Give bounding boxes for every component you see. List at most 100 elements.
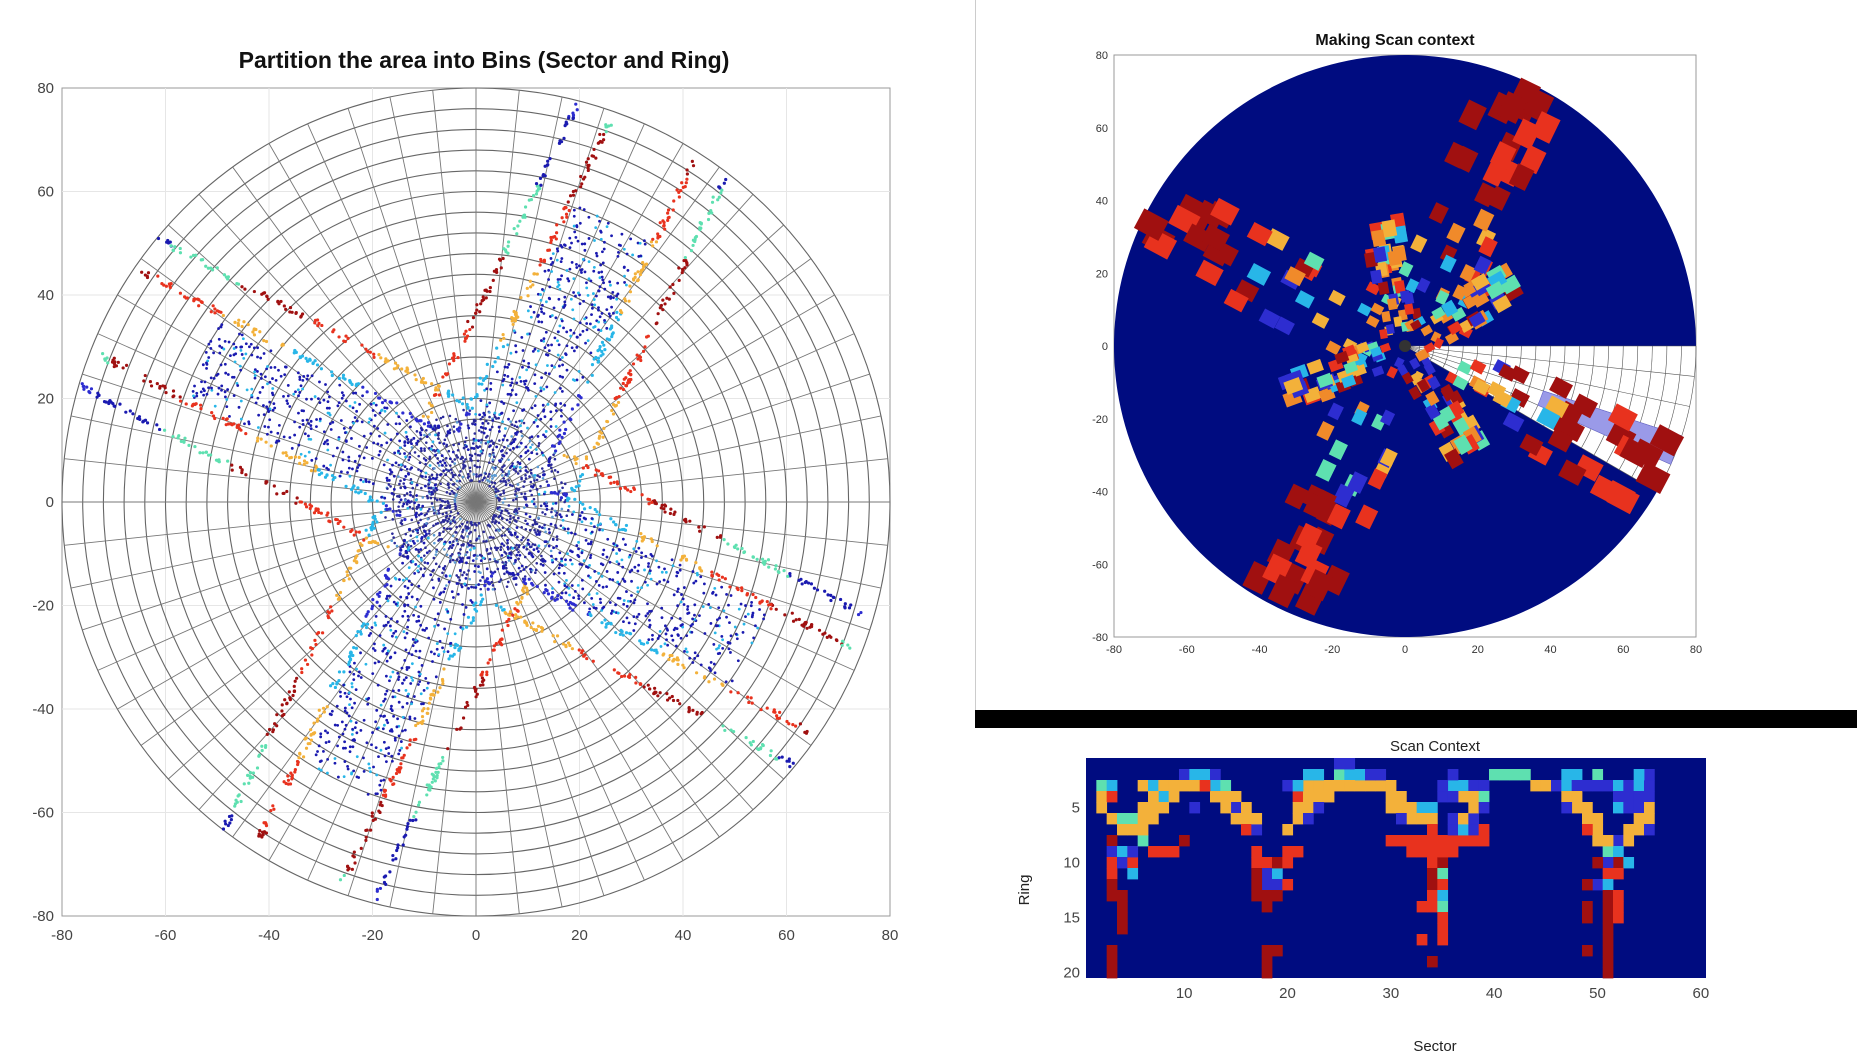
point xyxy=(371,539,375,543)
point xyxy=(328,712,332,716)
point xyxy=(491,419,495,422)
point xyxy=(297,756,301,760)
bin-cell xyxy=(1234,279,1260,303)
chart-title: Partition the area into Bins (Sector and… xyxy=(239,47,730,73)
point xyxy=(295,496,299,500)
point xyxy=(641,265,646,269)
point xyxy=(568,236,572,240)
point xyxy=(547,278,550,281)
point xyxy=(517,488,520,492)
point xyxy=(443,587,447,591)
bin-cell xyxy=(1303,251,1325,271)
heatmap-cell xyxy=(1344,769,1356,781)
point xyxy=(438,565,441,568)
point xyxy=(668,696,672,700)
point xyxy=(160,281,164,286)
point xyxy=(556,278,560,281)
point xyxy=(380,401,385,405)
point xyxy=(517,507,521,510)
bin-cell xyxy=(1183,223,1214,253)
point xyxy=(675,656,679,660)
bin-cell xyxy=(1502,411,1525,433)
point xyxy=(640,493,644,497)
point xyxy=(281,491,285,496)
point xyxy=(435,473,439,477)
point xyxy=(691,617,695,621)
point xyxy=(209,376,213,380)
point xyxy=(230,814,234,818)
point xyxy=(663,503,667,507)
point xyxy=(601,352,605,356)
point xyxy=(451,393,455,397)
point xyxy=(111,402,115,406)
point xyxy=(494,514,498,518)
point xyxy=(343,431,347,435)
heatmap-cell xyxy=(1396,813,1407,825)
point xyxy=(326,390,330,394)
point xyxy=(199,390,203,394)
point xyxy=(500,468,503,472)
point xyxy=(466,424,470,427)
point xyxy=(328,413,332,417)
point xyxy=(518,376,522,379)
point xyxy=(740,589,744,593)
point xyxy=(493,411,497,415)
point xyxy=(444,506,447,510)
point xyxy=(470,585,473,589)
point xyxy=(549,549,553,553)
point xyxy=(164,390,168,395)
point xyxy=(600,621,604,625)
point xyxy=(346,767,350,771)
point xyxy=(540,451,544,455)
point xyxy=(347,691,351,695)
point xyxy=(592,606,596,610)
point xyxy=(455,531,458,534)
point xyxy=(683,255,687,260)
point xyxy=(544,330,548,334)
point xyxy=(268,418,272,422)
point xyxy=(307,434,310,438)
point xyxy=(474,586,478,589)
point xyxy=(621,577,625,581)
point xyxy=(433,483,437,487)
point xyxy=(557,364,561,368)
point xyxy=(572,224,576,228)
point xyxy=(339,695,342,698)
point xyxy=(546,540,550,544)
point xyxy=(294,501,298,505)
point xyxy=(500,474,504,477)
point xyxy=(456,512,460,515)
point xyxy=(405,467,409,471)
point xyxy=(526,294,530,298)
point xyxy=(636,241,640,245)
point xyxy=(483,583,487,588)
point xyxy=(776,570,780,574)
point xyxy=(582,507,587,511)
point xyxy=(549,410,553,414)
point xyxy=(240,285,244,289)
point xyxy=(280,703,284,707)
point xyxy=(209,266,213,270)
point xyxy=(542,433,545,437)
point xyxy=(610,408,614,413)
point xyxy=(447,449,451,453)
point xyxy=(522,408,526,412)
point xyxy=(612,520,616,524)
point xyxy=(386,599,390,603)
point xyxy=(430,490,434,494)
point xyxy=(513,424,517,428)
point xyxy=(252,289,256,294)
point xyxy=(247,781,251,785)
point xyxy=(573,458,577,462)
point xyxy=(614,403,618,407)
point xyxy=(556,280,560,284)
point xyxy=(460,522,464,526)
point xyxy=(410,518,414,522)
point xyxy=(628,570,632,574)
point xyxy=(554,237,558,241)
point xyxy=(315,363,320,367)
point xyxy=(407,472,410,476)
point xyxy=(455,525,458,529)
point xyxy=(608,327,612,331)
point xyxy=(261,291,266,295)
